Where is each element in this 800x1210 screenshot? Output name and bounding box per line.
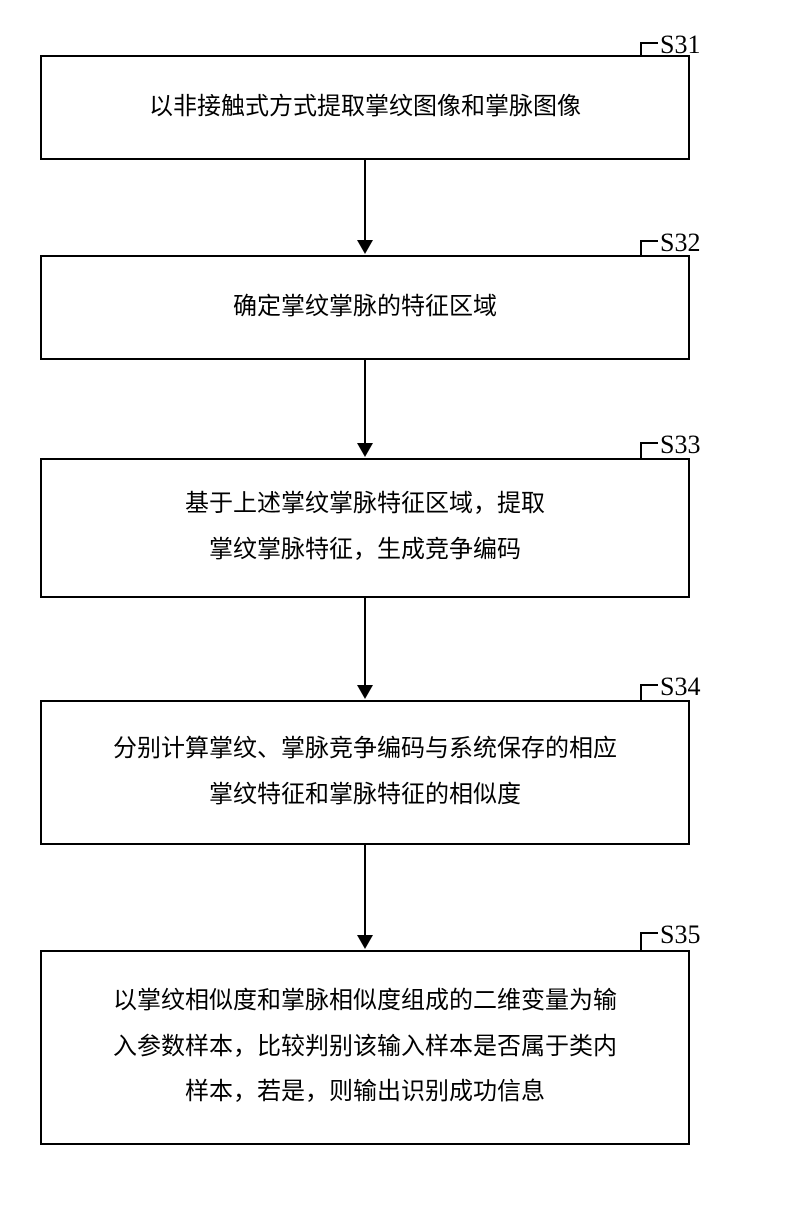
step-text-s34: 分别计算掌纹、掌脉竞争编码与系统保存的相应掌纹特征和掌脉特征的相似度 <box>113 727 617 818</box>
step-box-s33: 基于上述掌纹掌脉特征区域，提取掌纹掌脉特征，生成竞争编码 <box>40 458 690 598</box>
step-label-s35: S35 <box>660 920 700 950</box>
arrow-head-s34-s35 <box>357 935 373 949</box>
step-label-s31: S31 <box>660 30 700 60</box>
arrow-line-s34-s35 <box>364 845 366 937</box>
step-label-s34: S34 <box>660 672 700 702</box>
step-label-s33: S33 <box>660 430 700 460</box>
step-text-s35: 以掌纹相似度和掌脉相似度组成的二维变量为输入参数样本，比较判别该输入样本是否属于… <box>113 979 617 1116</box>
label-connector-vert-s34 <box>640 684 642 702</box>
label-connector-s33 <box>640 442 658 444</box>
step-text-s33: 基于上述掌纹掌脉特征区域，提取掌纹掌脉特征，生成竞争编码 <box>185 482 545 573</box>
step-box-s35: 以掌纹相似度和掌脉相似度组成的二维变量为输入参数样本，比较判别该输入样本是否属于… <box>40 950 690 1145</box>
step-box-s34: 分别计算掌纹、掌脉竞争编码与系统保存的相应掌纹特征和掌脉特征的相似度 <box>40 700 690 845</box>
step-box-s32: 确定掌纹掌脉的特征区域 <box>40 255 690 360</box>
arrow-line-s33-s34 <box>364 598 366 687</box>
arrow-head-s31-s32 <box>357 240 373 254</box>
arrow-head-s32-s33 <box>357 443 373 457</box>
flowchart-container: 以非接触式方式提取掌纹图像和掌脉图像 S31 确定掌纹掌脉的特征区域 S32 基… <box>0 0 800 1210</box>
label-connector-s34 <box>640 684 658 686</box>
label-connector-s32 <box>640 240 658 242</box>
label-connector-vert-s33 <box>640 442 642 460</box>
label-connector-vert-s31 <box>640 42 642 57</box>
label-connector-s31 <box>640 42 658 44</box>
step-text-s31: 以非接触式方式提取掌纹图像和掌脉图像 <box>149 85 581 131</box>
label-connector-vert-s35 <box>640 932 642 952</box>
step-label-s32: S32 <box>660 228 700 258</box>
label-connector-s35 <box>640 932 658 934</box>
arrow-line-s32-s33 <box>364 360 366 445</box>
arrow-head-s33-s34 <box>357 685 373 699</box>
label-connector-vert-s32 <box>640 240 642 257</box>
step-text-s32: 确定掌纹掌脉的特征区域 <box>233 285 497 331</box>
step-box-s31: 以非接触式方式提取掌纹图像和掌脉图像 <box>40 55 690 160</box>
arrow-line-s31-s32 <box>364 160 366 242</box>
